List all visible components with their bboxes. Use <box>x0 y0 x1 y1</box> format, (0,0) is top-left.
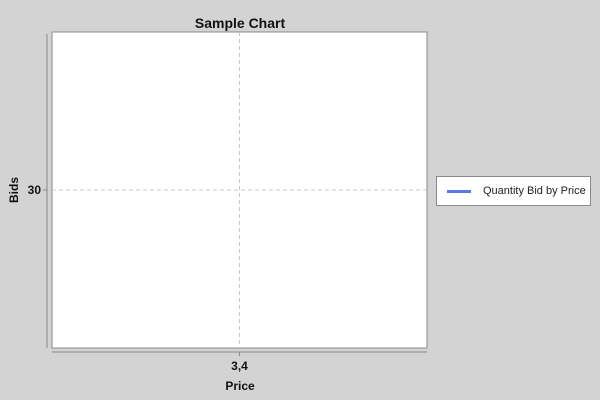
chart-title: Sample Chart <box>195 15 286 31</box>
y-axis-label: Bids <box>7 177 21 203</box>
legend-label-quantity-bid: Quantity Bid by Price <box>483 185 586 197</box>
y-tick-label: 30 <box>28 183 42 197</box>
grid-layer <box>52 32 427 348</box>
x-axis-label: Price <box>225 379 255 393</box>
x-tick-label: 3,4 <box>231 359 248 373</box>
legend: Quantity Bid by Price <box>436 176 591 206</box>
tick-layer: 3,4 30 <box>28 183 249 373</box>
legend-swatch-quantity-bid <box>447 189 471 193</box>
